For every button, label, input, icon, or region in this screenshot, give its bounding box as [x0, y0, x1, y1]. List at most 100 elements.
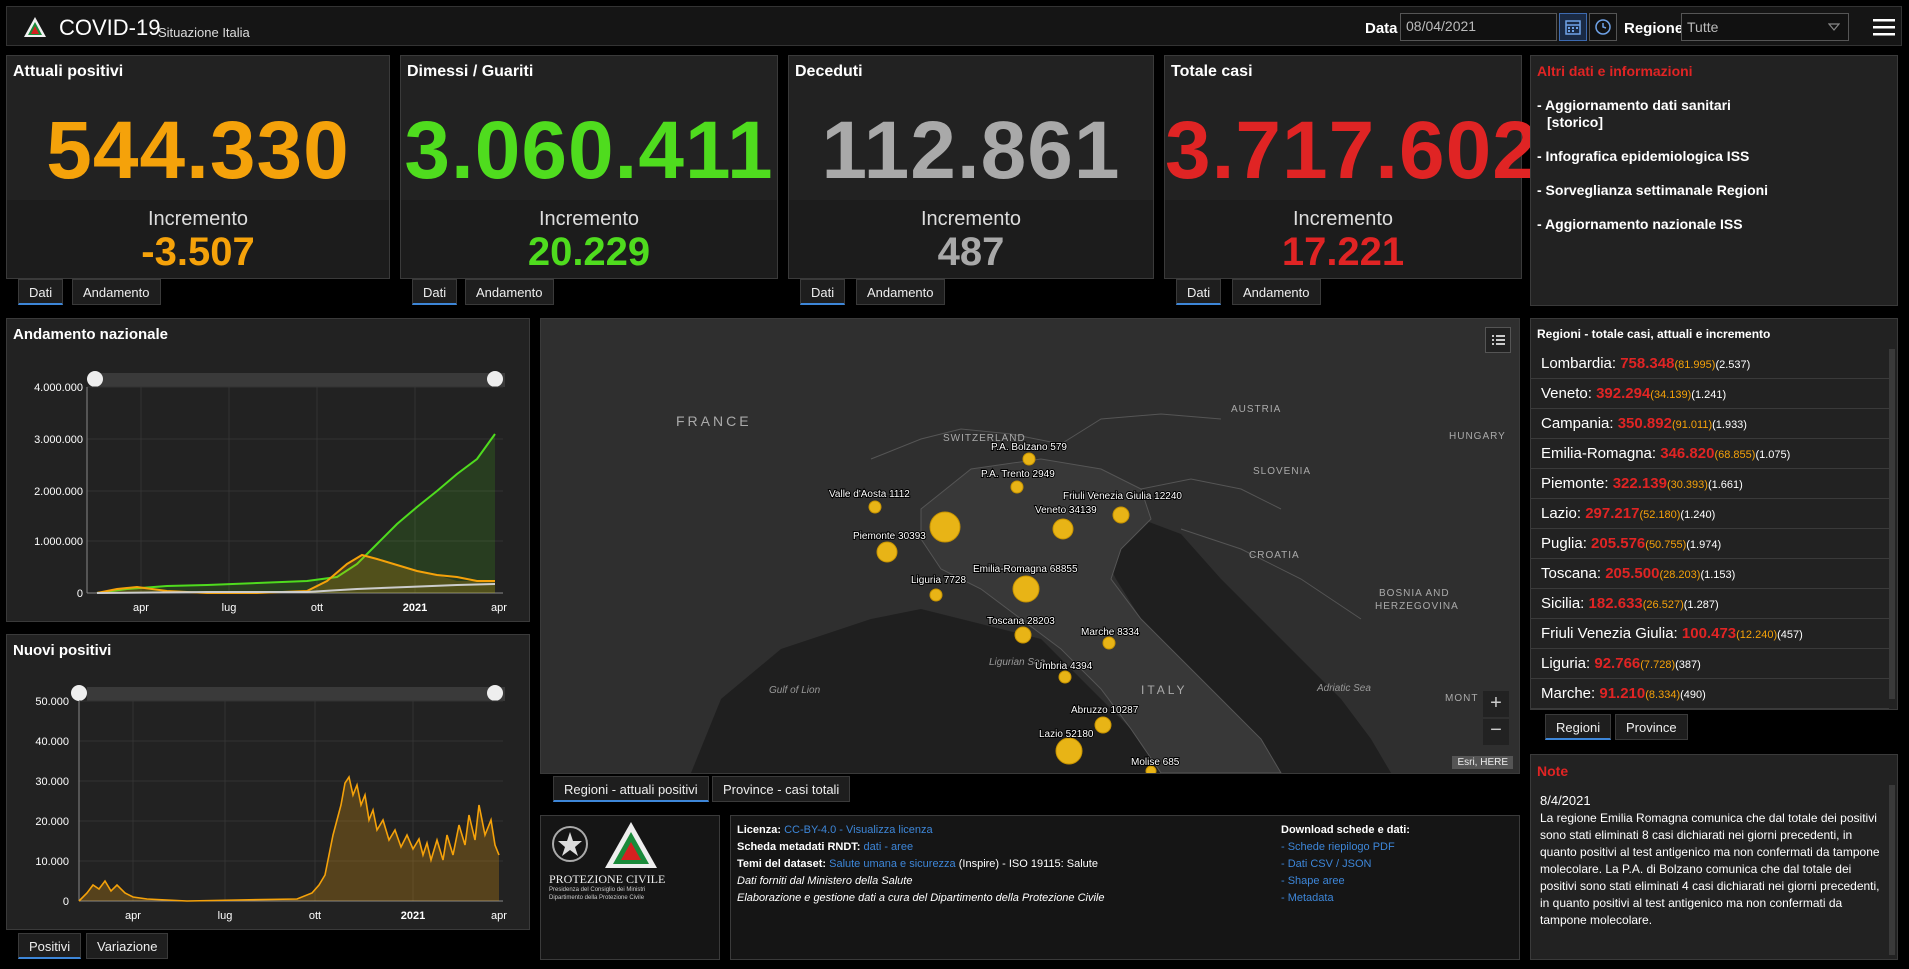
region-row[interactable]: Friuli Venezia Giulia: 100.473(12.240)(4…	[1531, 619, 1889, 649]
range-slider-track[interactable]	[87, 687, 505, 701]
tab-andamento[interactable]: Andamento	[465, 279, 554, 305]
marker-lombardia[interactable]	[929, 511, 961, 543]
increment-label: Incremento	[1292, 208, 1394, 230]
calendar-button[interactable]	[1559, 13, 1587, 41]
marker-abruzzo[interactable]	[1094, 716, 1112, 734]
legend-button[interactable]	[1485, 327, 1511, 353]
region-row[interactable]: Sicilia: 182.633(26.527)(1.287)	[1531, 589, 1889, 619]
x-tick-label: apr	[125, 910, 141, 922]
region-row[interactable]: Veneto: 392.294(34.139)(1.241)	[1531, 379, 1889, 409]
marker-toscana[interactable]	[1014, 626, 1032, 644]
time-button[interactable]	[1589, 13, 1617, 41]
y-tick-label: 30.000	[35, 776, 69, 788]
date-input[interactable]: 08/04/2021	[1400, 13, 1557, 41]
scrollbar[interactable]	[1889, 785, 1895, 955]
region-row[interactable]: Campania: 350.892(91.011)(1.933)	[1531, 409, 1889, 439]
stat-card-dimessi-guariti: Dimessi / Guariti 3.060.411 Incremento 2…	[400, 55, 778, 279]
zoom-out-button[interactable]: −	[1483, 719, 1509, 745]
tab-province[interactable]: Province	[1615, 714, 1688, 740]
menu-icon[interactable]	[1873, 18, 1895, 36]
notes-title: Note	[1537, 763, 1569, 779]
tab-dati[interactable]: Dati	[412, 279, 458, 305]
marker-umbria[interactable]	[1058, 670, 1072, 684]
tab-dati[interactable]: Dati	[800, 279, 846, 305]
tab-andamento[interactable]: Andamento	[856, 279, 945, 305]
marker-piemonte[interactable]	[876, 541, 898, 563]
increment-value: -3.507	[141, 230, 255, 274]
zoom-in-button[interactable]: +	[1483, 691, 1509, 717]
range-handle-right[interactable]	[487, 685, 503, 701]
link-storico[interactable]: [storico]	[1547, 114, 1603, 130]
map-label-france: FRANCE	[676, 413, 752, 429]
map-marker-label: Umbria 4394	[1035, 661, 1093, 672]
map-marker-label: P.A. Bolzano 579	[991, 442, 1067, 453]
map-canvas[interactable]: FRANCE SWITZERLAND AUSTRIA HUNGARY SLOVE…	[541, 319, 1519, 773]
region-row[interactable]: Marche: 91.210(8.334)(490)	[1531, 679, 1889, 709]
org-name: PROTEZIONE CIVILE	[549, 872, 666, 886]
increment-box: Incremento 17.221	[1165, 200, 1521, 278]
map-label-hungary: HUNGARY	[1449, 431, 1506, 442]
marker-bolzano[interactable]	[1022, 452, 1036, 466]
region-row[interactable]: Toscana: 205.500(28.203)(1.153)	[1531, 559, 1889, 589]
region-select[interactable]: Tutte	[1681, 13, 1849, 41]
tab-andamento[interactable]: Andamento	[72, 279, 161, 305]
region-row[interactable]: Lazio: 297.217(52.180)(1.240)	[1531, 499, 1889, 529]
region-row[interactable]: Lombardia: 758.348(81.995)(2.537)	[1531, 349, 1889, 379]
marker-friuli[interactable]	[1112, 506, 1130, 524]
range-slider-track[interactable]	[97, 373, 505, 387]
map-label-montenegro: MONT	[1445, 693, 1478, 704]
tab-dati[interactable]: Dati	[1176, 279, 1222, 305]
stat-value: 3.060.411	[404, 105, 774, 196]
region-row[interactable]: Emilia-Romagna: 346.820(68.855)(1.075)	[1531, 439, 1889, 469]
scheda-links[interactable]: dati - aree	[863, 841, 914, 853]
tab-andamento[interactable]: Andamento	[1232, 279, 1321, 305]
scrollbar[interactable]	[1889, 349, 1895, 699]
region-increment: (1.287)	[1683, 599, 1719, 611]
marker-trento[interactable]	[1010, 480, 1024, 494]
region-row[interactable]: Liguria: 92.766(7.728)(387)	[1531, 649, 1889, 679]
marker-lazio[interactable]	[1055, 737, 1083, 765]
link-sorveglianza-regioni[interactable]: - Sorveglianza settimanale Regioni	[1537, 182, 1769, 198]
marker-marche[interactable]	[1102, 636, 1116, 650]
download-metadata-link[interactable]: - Metadata	[1281, 892, 1334, 904]
map-label-croatia: CROATIA	[1249, 550, 1300, 561]
link-infografica-iss[interactable]: - Infografica epidemiologica ISS	[1537, 148, 1750, 164]
map-marker-label: Lazio 52180	[1039, 729, 1094, 740]
marker-molise[interactable]	[1145, 765, 1157, 773]
region-increment: (1.974)	[1686, 539, 1722, 551]
tab-variazione[interactable]: Variazione	[86, 933, 169, 959]
region-name: Lazio:	[1541, 505, 1582, 522]
link-aggiornamento-iss[interactable]: - Aggiornamento nazionale ISS	[1537, 216, 1743, 232]
download-pdf-link[interactable]: - Schede riepilogo PDF	[1281, 841, 1395, 853]
x-tick-label: apr	[491, 910, 507, 922]
stat-value: 3.717.602	[1165, 105, 1539, 196]
range-handle-left[interactable]	[87, 371, 103, 387]
tab-regioni[interactable]: Regioni	[1545, 714, 1612, 740]
region-row[interactable]: Piemonte: 322.139(30.393)(1.661)	[1531, 469, 1889, 499]
region-row[interactable]: Puglia: 205.576(50.755)(1.974)	[1531, 529, 1889, 559]
map-marker-label: Veneto 34139	[1035, 505, 1097, 516]
link-aggiornamento-dati[interactable]: - Aggiornamento dati sanitari	[1537, 97, 1731, 113]
download-csv-link[interactable]: - Dati CSV / JSON	[1281, 858, 1372, 870]
tab-province-casi-totali[interactable]: Province - casi totali	[712, 776, 851, 802]
download-shape-link[interactable]: - Shape aree	[1281, 875, 1345, 887]
marker-emilia-romagna[interactable]	[1012, 575, 1040, 603]
map-label-herzegovina: HERZEGOVINA	[1375, 601, 1459, 612]
range-handle-left[interactable]	[71, 685, 87, 701]
marker-veneto[interactable]	[1052, 518, 1074, 540]
range-handle-right[interactable]	[487, 371, 503, 387]
info-panel: Altri dati e informazioni - Aggiornament…	[1530, 55, 1898, 306]
map-panel[interactable]: FRANCE SWITZERLAND AUSTRIA HUNGARY SLOVE…	[540, 318, 1520, 774]
marker-liguria[interactable]	[929, 588, 943, 602]
national-trend-panel: Andamento nazionale 4.000.000 3.000.000 …	[6, 318, 530, 622]
licenza-link[interactable]: CC-BY-4.0 - Visualizza licenza	[784, 824, 933, 836]
temi-link[interactable]: Salute umana e sicurezza	[829, 858, 956, 870]
tab-dati[interactable]: Dati	[18, 279, 64, 305]
tab-regioni-attuali-positivi[interactable]: Regioni - attuali positivi	[553, 776, 709, 802]
marker-valle-aosta[interactable]	[868, 500, 882, 514]
org-subtitle: Presidenza del Consiglio dei Ministri	[549, 887, 646, 893]
app-subtitle: Situazione Italia	[158, 25, 250, 40]
y-tick-label: 2.000.000	[34, 486, 83, 498]
region-total: 297.217	[1585, 505, 1640, 522]
tab-positivi[interactable]: Positivi	[18, 933, 82, 959]
